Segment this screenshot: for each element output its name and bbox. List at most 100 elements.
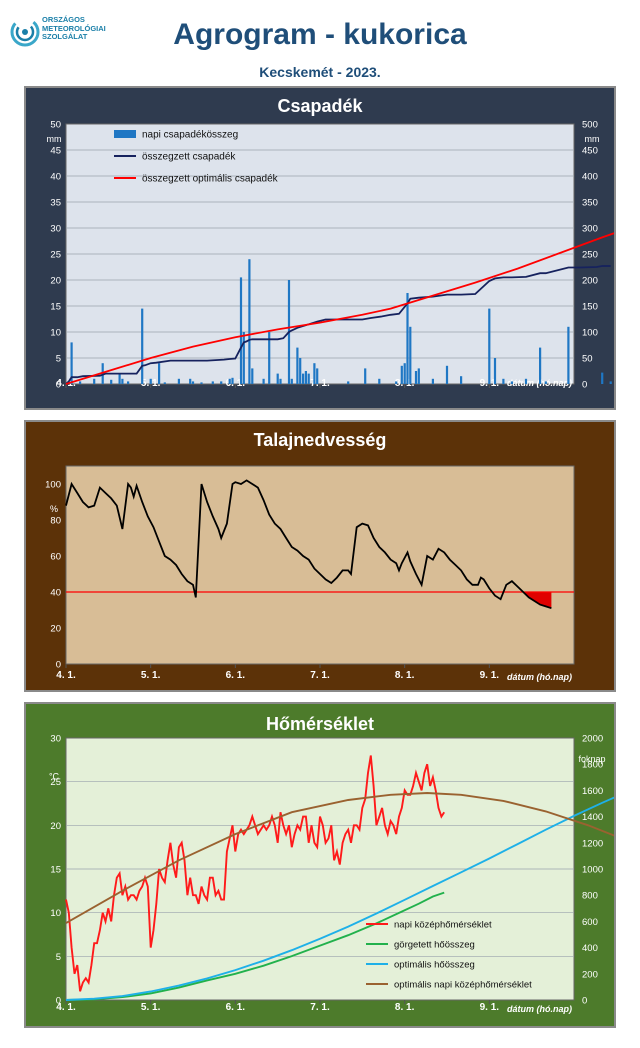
y2-tick-label: 1000 xyxy=(582,865,603,876)
logo-line: ORSZÁGOS xyxy=(42,15,85,24)
precip-bar xyxy=(510,381,513,384)
precipitation-panel: Csapadék 0 5 10 15 20 25 30 35 40 45 50 0 50 100 150 20… xyxy=(24,86,616,410)
y2-axis-label: mm xyxy=(585,134,600,144)
x-tick-label: 8. 1. xyxy=(395,670,415,681)
y2-axis-label: foknap xyxy=(578,754,605,764)
y2-tick-label: 600 xyxy=(582,917,598,928)
y-tick-label: 20 xyxy=(50,821,61,832)
precip-bar xyxy=(307,373,310,384)
legend-label: napi csapadékösszeg xyxy=(142,130,238,141)
page-subtitle: Kecskemét - 2023. xyxy=(259,64,381,80)
precip-bar xyxy=(231,377,234,384)
y2-tick-label: 1200 xyxy=(582,838,603,849)
precip-bar xyxy=(460,376,463,384)
precip-bar xyxy=(539,347,542,384)
precip-bar xyxy=(609,381,612,384)
legend-label: görgetett hőösszeg xyxy=(394,940,475,951)
precip-bar xyxy=(228,378,231,384)
logo-text: ORSZÁGOS METEOROLÓGIAI SZOLGÁLAT xyxy=(42,15,106,42)
x-tick-label: 9. 1. xyxy=(480,670,500,681)
precip-bar xyxy=(544,381,547,384)
precip-bar xyxy=(378,378,381,384)
y-tick-label: 5 xyxy=(56,952,61,963)
y-tick-label: 10 xyxy=(50,328,61,339)
precip-bar xyxy=(93,378,96,384)
precip-bar xyxy=(414,371,418,384)
x-tick-label: 9. 1. xyxy=(480,1002,500,1013)
logo-swirl-icon xyxy=(10,17,40,47)
precip-bar xyxy=(502,378,505,384)
precipitation-title: Csapadék xyxy=(277,96,363,116)
y-tick-label: 15 xyxy=(50,865,61,876)
y-tick-label: 30 xyxy=(50,224,61,235)
y2-tick-label: 300 xyxy=(582,224,598,235)
x-tick-label: 7. 1. xyxy=(310,1002,330,1013)
precip-bar xyxy=(70,342,73,384)
legend-label: optimális napi középhőmérséklet xyxy=(394,980,532,991)
cumulative-precip-line xyxy=(65,265,611,385)
temperature-chart: 0 5 10 15 20 25 30 0 200 400 600 800 1000 1200 1400 160… xyxy=(49,734,614,1014)
precip-bar xyxy=(127,381,130,384)
precip-bar xyxy=(493,358,497,384)
y2-tick-label: 400 xyxy=(582,943,598,954)
y-tick-label: 15 xyxy=(50,302,61,313)
x-axis-label: dátum (hó.nap) xyxy=(507,672,572,682)
y-tick-label: 80 xyxy=(50,516,61,527)
y2-tick-label: 0 xyxy=(582,380,587,391)
precip-bar xyxy=(567,326,570,384)
precip-bar xyxy=(417,368,420,384)
y-tick-label: 30 xyxy=(50,734,61,745)
precip-bar xyxy=(488,308,491,384)
legend-label: összegzett optimális csapadék xyxy=(142,174,279,185)
y2-tick-label: 500 xyxy=(582,120,598,131)
precip-bar xyxy=(290,378,293,384)
y2-tick-label: 100 xyxy=(582,328,598,339)
precip-bar xyxy=(406,293,409,384)
precip-bar xyxy=(403,363,406,384)
omsz-logo xyxy=(10,14,120,54)
x-axis-label: dátum (hó.nap) xyxy=(507,1004,572,1014)
precip-bar xyxy=(316,368,319,384)
y2-tick-label: 200 xyxy=(582,969,598,980)
precip-bar xyxy=(118,373,121,384)
y-tick-label: 10 xyxy=(50,908,61,919)
precip-bar xyxy=(400,365,403,384)
y2-tick-label: 50 xyxy=(582,354,593,365)
legend-label: összegzett csapadék xyxy=(142,152,236,163)
y-tick-label: 5 xyxy=(56,354,61,365)
page-title: Agrogram - kukorica xyxy=(173,18,467,51)
precip-bar xyxy=(200,382,203,384)
precip-bar xyxy=(409,326,412,384)
precip-bar xyxy=(268,332,271,384)
x-tick-label: 5. 1. xyxy=(141,1002,161,1013)
precip-bar xyxy=(299,358,302,384)
y2-tick-label: 1400 xyxy=(582,812,603,823)
precip-bar xyxy=(279,378,282,384)
precip-bar xyxy=(211,381,214,384)
precip-bar xyxy=(242,332,245,384)
precip-bar xyxy=(445,365,449,384)
precip-bar xyxy=(431,378,434,384)
y2-tick-label: 150 xyxy=(582,302,598,313)
daily-mean-temp-line xyxy=(65,755,446,992)
y-tick-label: 20 xyxy=(50,276,61,287)
x-tick-label: 5. 1. xyxy=(141,670,161,681)
y2-tick-label: 800 xyxy=(582,891,598,902)
x-tick-label: 4. 1. xyxy=(56,1002,76,1013)
y-tick-label: 20 xyxy=(50,624,61,635)
logo-line: METEOROLÓGIAI xyxy=(42,23,106,33)
x-tick-label: 8. 1. xyxy=(395,1002,415,1013)
x-tick-label: 6. 1. xyxy=(226,670,246,681)
y-tick-label: 45 xyxy=(50,146,61,157)
precip-bar xyxy=(158,363,161,384)
soil-moisture-chart: 0 20 40 60 80 100% 4. 1. 5. 1. 6. 1. 7. 1. 8. 1. 9.… xyxy=(45,465,575,682)
optimal-heat-sum-line xyxy=(65,796,614,1001)
y-tick-label: 60 xyxy=(50,552,61,563)
y-axis-label: °C xyxy=(49,772,60,782)
logo-line: SZOLGÁLAT xyxy=(42,32,88,41)
precip-bar xyxy=(189,378,192,384)
rolling-heat-sum-line xyxy=(65,891,445,1001)
soil-moisture-panel: Talajnedvesség 0 20 40 60 80 100% 4. 1. 5. 1. 6.… xyxy=(24,420,616,692)
y-tick-label: 0 xyxy=(56,380,61,391)
y-axis-label: % xyxy=(50,504,58,514)
